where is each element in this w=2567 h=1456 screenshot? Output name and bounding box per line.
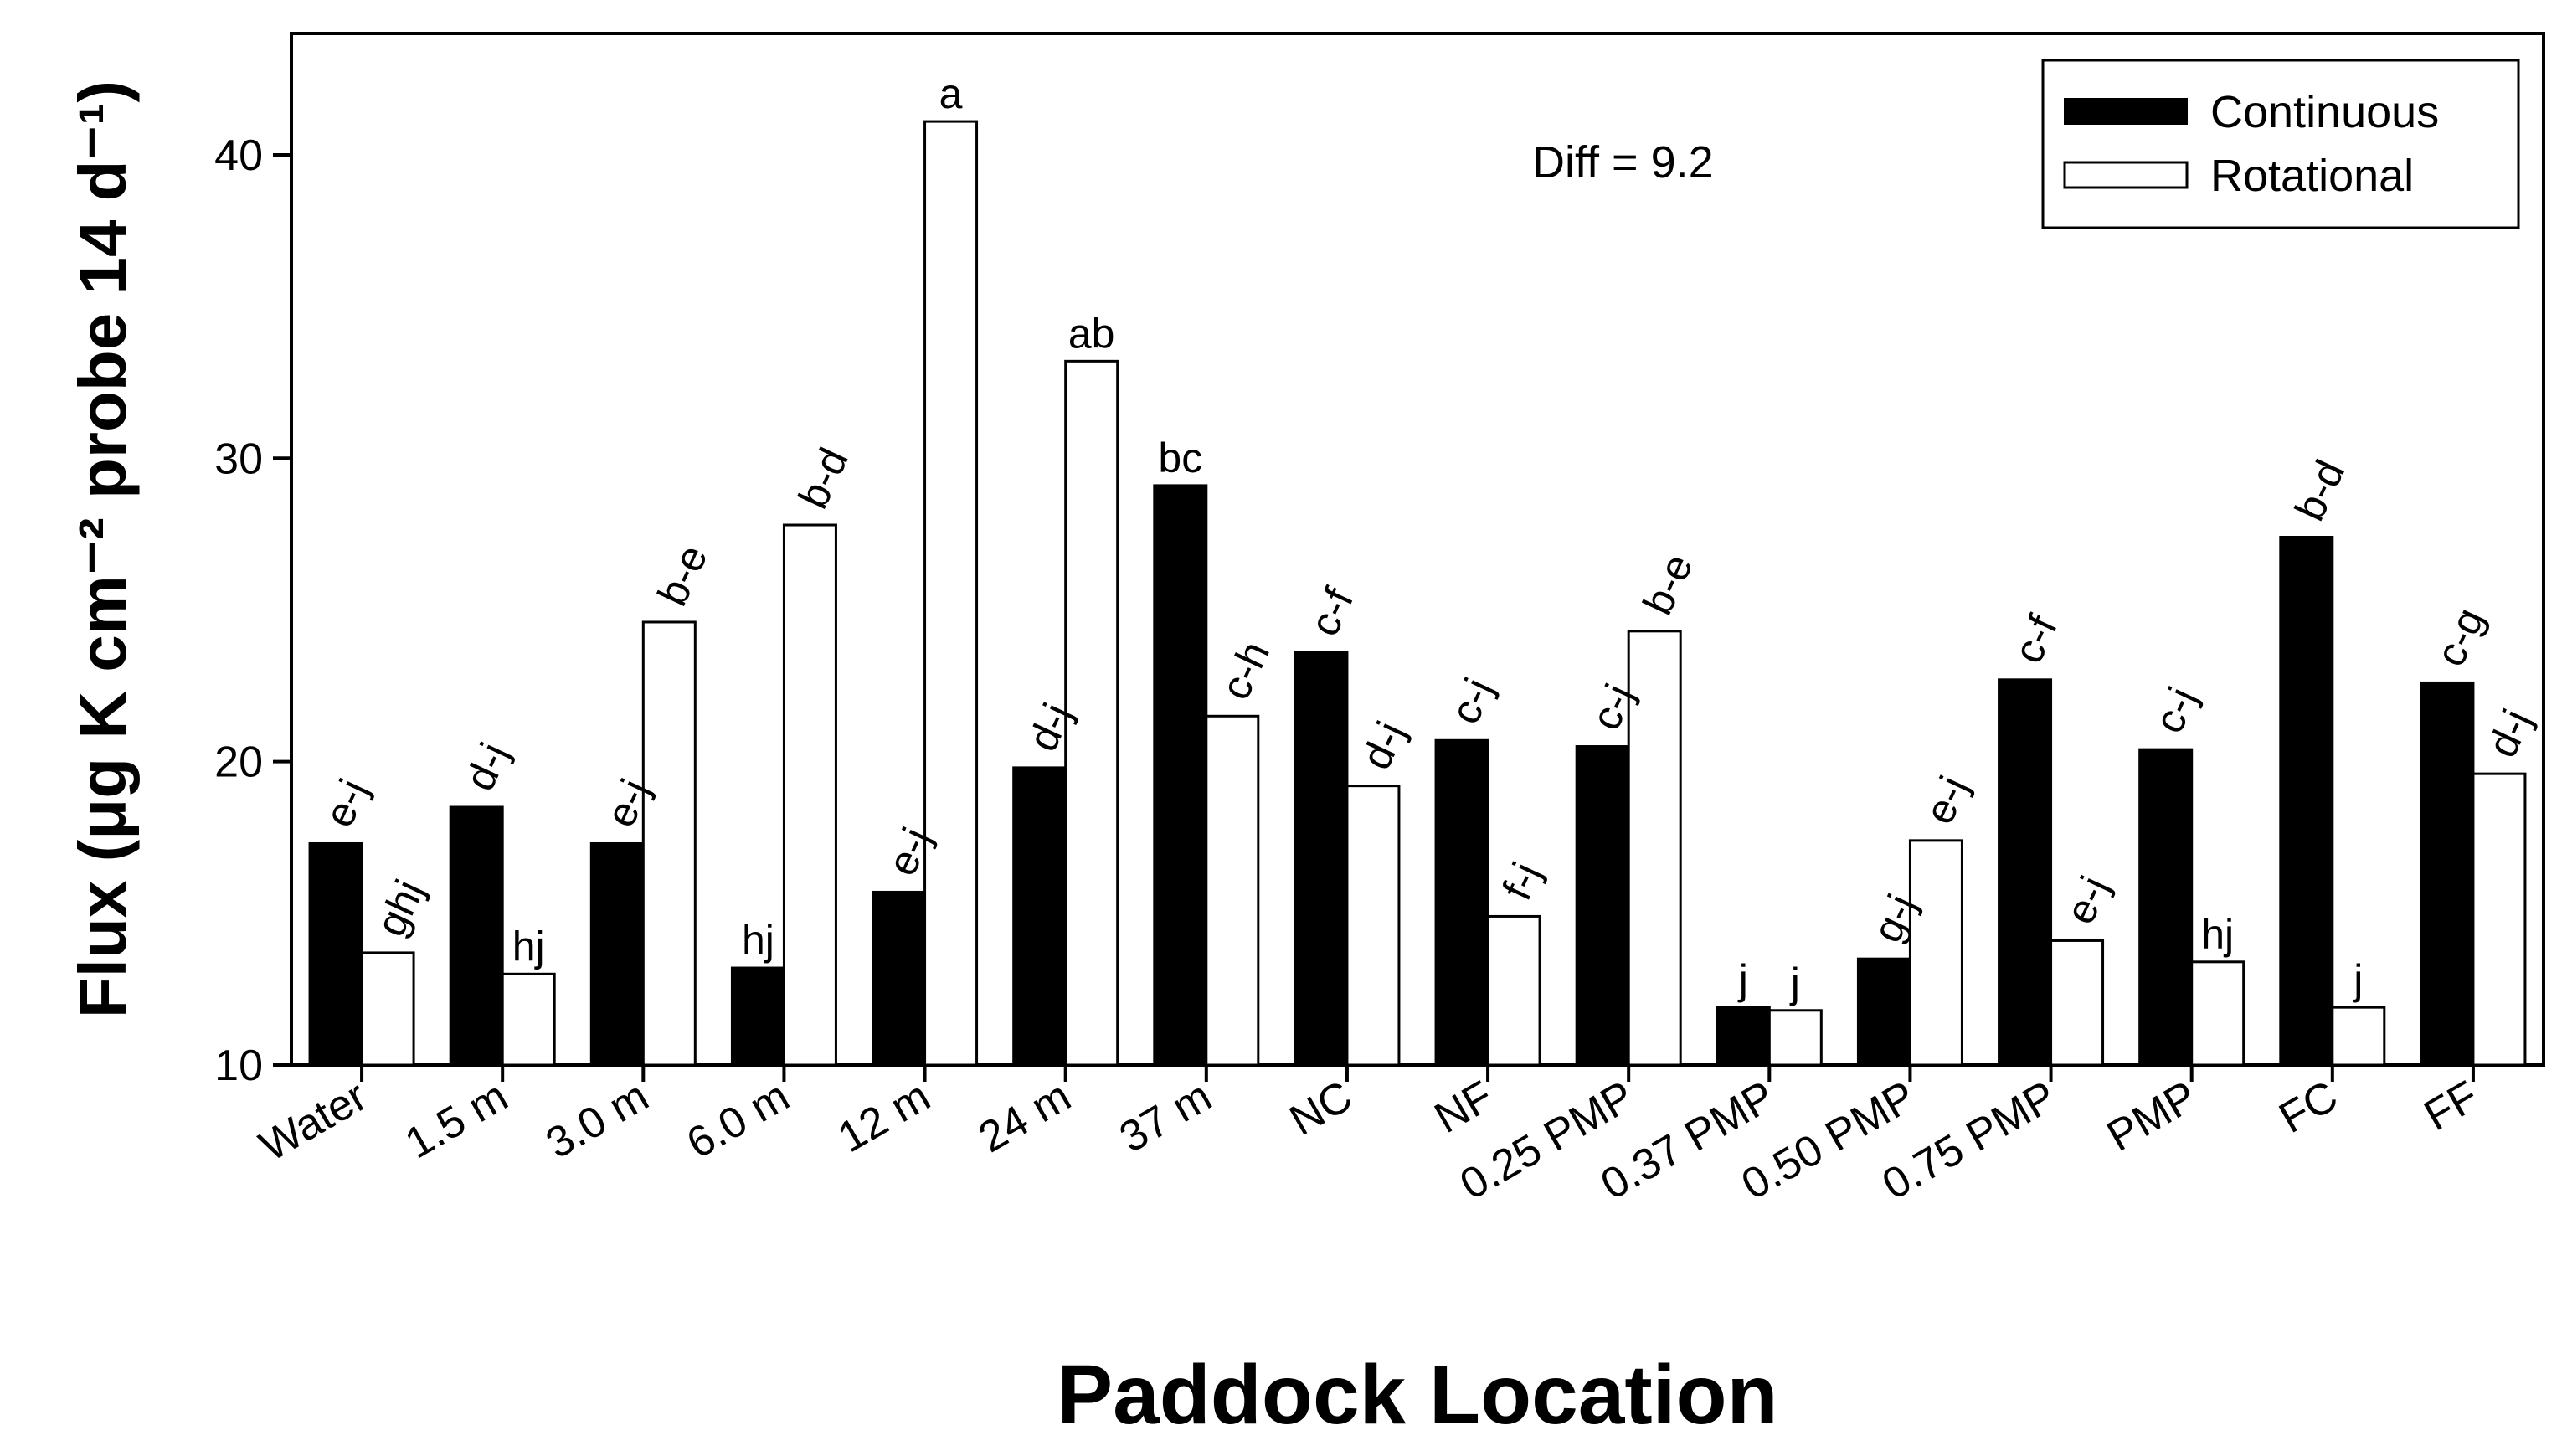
- bar-significance-label: d-j: [1352, 714, 1414, 776]
- bar-rotational: [923, 120, 979, 1067]
- bar-significance-label: c-f: [1300, 581, 1362, 643]
- x-tick-label: 12 m: [830, 1072, 938, 1162]
- x-tick-label: 37 m: [1112, 1072, 1220, 1162]
- bar-significance-label: e-j: [1916, 769, 1978, 831]
- bar-rotational: [2190, 960, 2245, 1067]
- bar-group: [308, 120, 2527, 1067]
- bar-rotational: [2331, 1006, 2386, 1067]
- bar-significance-label: ab: [1068, 310, 1115, 357]
- bar-continuous: [2279, 536, 2334, 1067]
- x-axis: Water 1.5 m 3.0 m 6.0 m 12 m 24 m 37 m NC NF0.25…: [252, 1065, 2487, 1210]
- bar-rotational: [501, 972, 556, 1067]
- bar-significance-label: hj: [742, 917, 774, 964]
- x-tick-label: PMP: [2099, 1072, 2205, 1161]
- x-tick-label: 6.0 m: [679, 1072, 798, 1168]
- plot-frame: [290, 32, 2545, 1067]
- bar-significance-label: c-j: [2145, 680, 2206, 739]
- bar-rotational: [1908, 839, 1963, 1067]
- y-tick-label: 20: [214, 738, 263, 787]
- x-tick-label: 1.5 m: [398, 1072, 517, 1168]
- bar-rotational: [1627, 630, 1682, 1067]
- x-tick-label: 24 m: [971, 1072, 1079, 1162]
- bar-significance-label: bc: [1158, 435, 1202, 481]
- x-tick-label: FF: [2416, 1072, 2487, 1140]
- bar-continuous: [1716, 1006, 1771, 1067]
- legend-box: [2041, 59, 2520, 229]
- bar-rotational: [2472, 772, 2527, 1067]
- bar-continuous: [872, 890, 927, 1067]
- bar-rotational: [1767, 1009, 1823, 1067]
- bar-significance-label: e-j: [2056, 869, 2118, 931]
- bar-continuous: [730, 966, 785, 1067]
- bar-rotational: [1205, 714, 1260, 1067]
- bar-significance-label: d-j: [2478, 702, 2540, 764]
- bar-rotational: [1486, 914, 1541, 1067]
- bar-continuous: [2138, 748, 2194, 1067]
- legend-label-continuous: Continuous: [2210, 87, 2439, 137]
- diff-annotation: Diff = 9.2: [1532, 137, 1714, 188]
- bar-significance-label: a: [939, 70, 963, 117]
- y-tick-label: 40: [214, 131, 263, 180]
- y-tick-label: 30: [214, 435, 263, 483]
- bar-continuous: [1575, 745, 1630, 1067]
- bar-rotational: [641, 620, 697, 1067]
- bar-significance-label: hj: [2201, 911, 2234, 958]
- bar-continuous: [1998, 678, 2053, 1067]
- bar-continuous: [1856, 957, 1911, 1067]
- bar-rotational: [782, 523, 837, 1067]
- bar-significance-label: ghj: [367, 872, 433, 943]
- y-axis: 10 20 30 40: [214, 131, 291, 1090]
- bar-significance-label: c-j: [1441, 671, 1502, 730]
- bar-continuous: [2420, 681, 2475, 1067]
- bar-rotational: [1345, 785, 1401, 1067]
- bar-significance-label: c-g: [2426, 600, 2493, 673]
- legend-label-rotational: Rotational: [2210, 151, 2414, 201]
- legend-swatch-rotational: [2063, 161, 2189, 189]
- bar-significance-label: f-j: [1493, 856, 1550, 907]
- bar-continuous: [1012, 766, 1067, 1067]
- x-tick-label: NF: [1427, 1072, 1501, 1143]
- bar-rotational: [360, 951, 415, 1067]
- bar-significance-label: b-d: [2286, 453, 2354, 527]
- bar-significance-label: b-e: [1633, 547, 1701, 621]
- x-tick-label: 3.0 m: [538, 1072, 657, 1168]
- bar-significance-label: j: [2352, 956, 2363, 1003]
- bar-significance-label: hj: [512, 923, 545, 970]
- x-axis-title: Paddock Location: [1057, 1348, 1777, 1442]
- x-tick-label: NC: [1282, 1072, 1361, 1145]
- x-tick-label: FC: [2271, 1072, 2346, 1143]
- bar-significance-label: j: [1737, 956, 1748, 1003]
- bar-continuous: [1434, 738, 1489, 1067]
- legend-swatch-continuous: [2064, 98, 2188, 125]
- x-tick-label: Water: [252, 1072, 375, 1171]
- y-axis-title: Flux (μg K cm⁻² probe 14 d⁻¹): [65, 80, 140, 1018]
- bar-rotational: [1064, 359, 1119, 1067]
- legend: Continuous Rotational: [2041, 59, 2520, 229]
- bar-significance-label: b-d: [790, 440, 857, 515]
- y-tick-label: 10: [214, 1042, 263, 1090]
- bar-continuous: [449, 805, 504, 1067]
- bar-significance-label: e-j: [315, 772, 377, 834]
- bar-significance-label: c-f: [2004, 608, 2066, 670]
- bar-continuous: [308, 841, 363, 1067]
- bar-significance-label: j: [1789, 960, 1800, 1006]
- bar-continuous: [1153, 484, 1208, 1067]
- bar-significance-label: b-e: [649, 538, 717, 612]
- bar-rotational: [2050, 939, 2105, 1067]
- bar-significance-label: c-h: [1211, 634, 1278, 707]
- bar-continuous: [1294, 651, 1349, 1067]
- bar-continuous: [589, 841, 645, 1067]
- bar-significance-label: d-j: [455, 736, 517, 798]
